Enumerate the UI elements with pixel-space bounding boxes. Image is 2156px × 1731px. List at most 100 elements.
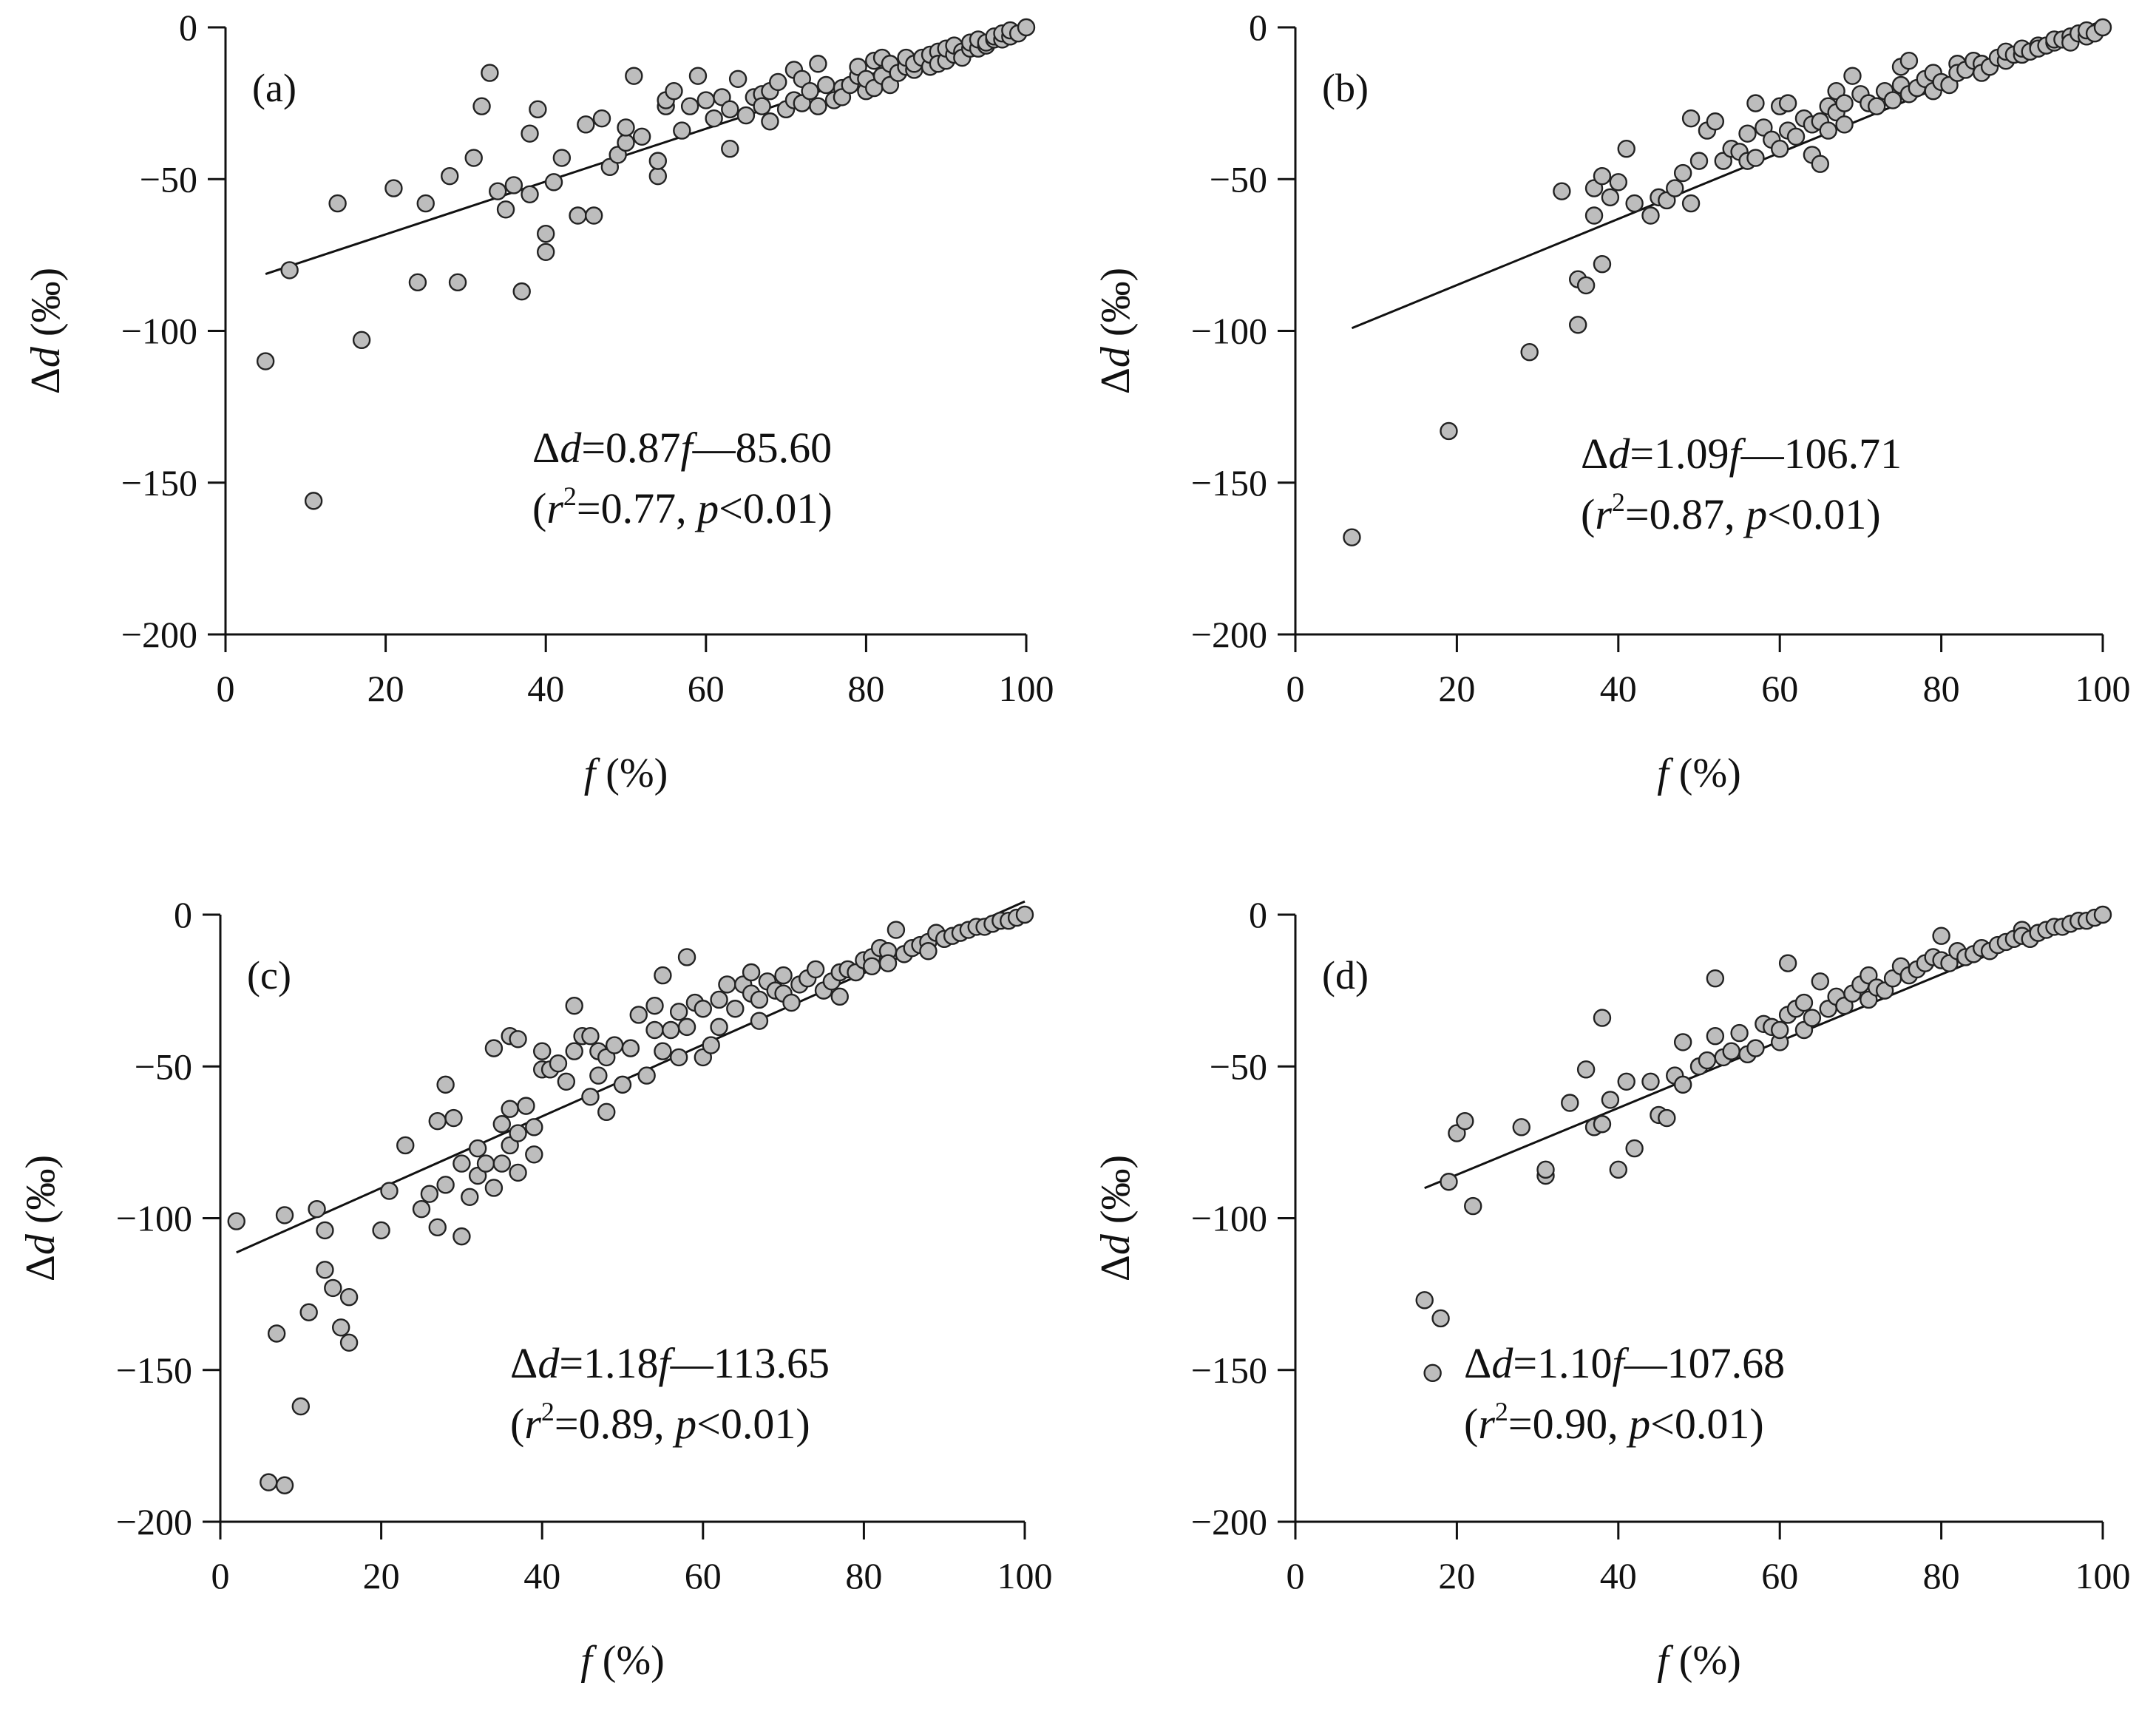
delta-symbol: Δ (1093, 367, 1139, 394)
y-tick-label: −100 (116, 1198, 192, 1239)
stats-r-sup: 2 (563, 481, 577, 511)
data-point (299, 1303, 318, 1321)
y-tick-label: 0 (1249, 7, 1267, 48)
data-point (645, 1020, 664, 1040)
data-point (441, 166, 459, 186)
data-point (504, 176, 523, 194)
stats-r-sup: 2 (541, 1397, 555, 1426)
data-point (549, 1054, 568, 1073)
data-point (1415, 1291, 1434, 1310)
y-tick-label: −200 (1191, 614, 1267, 655)
data-point (275, 1206, 294, 1224)
data-point (1641, 206, 1660, 225)
data-point (492, 1154, 511, 1173)
data-point (552, 149, 572, 167)
data-point (1464, 1196, 1482, 1216)
x-axis-space (592, 1638, 603, 1684)
y-axis-unit: (‰) (23, 268, 69, 336)
eq-rhs: —106.71 (1740, 430, 1902, 478)
data-point (637, 1066, 656, 1085)
y-tick-label: −200 (1191, 1501, 1267, 1542)
data-point (1730, 1023, 1749, 1043)
x-tick-label: 60 (1761, 1555, 1798, 1596)
eq-delta: Δ (1581, 430, 1608, 478)
y-axis-space (23, 336, 69, 347)
data-point (742, 963, 761, 982)
data-point (384, 179, 403, 197)
data-point (476, 1154, 495, 1173)
stats-space (687, 484, 698, 532)
data-point (577, 115, 595, 134)
stats-p-value: <0.01) (719, 484, 833, 532)
data-point (428, 1218, 447, 1237)
data-point (721, 139, 739, 158)
data-point (654, 1042, 672, 1060)
data-point (1835, 94, 1854, 112)
stats-p: p (1743, 490, 1767, 538)
y-tick-label: −150 (1191, 1349, 1267, 1391)
data-point (1899, 51, 1919, 70)
data-point (1343, 528, 1361, 546)
stats-open-paren: ( (532, 484, 546, 532)
data-point (863, 957, 881, 975)
stats-p: p (1626, 1400, 1650, 1448)
data-point (372, 1221, 390, 1240)
x-axis-unit: (%) (606, 751, 668, 796)
data-point (613, 1075, 632, 1094)
x-axis-title: f (%) (584, 751, 668, 796)
regression-stats: (r2=0.77, p<0.01) (532, 481, 833, 532)
x-tick-label: 0 (1287, 668, 1305, 709)
y-axis-unit: (‰) (1093, 1155, 1139, 1224)
data-point (339, 1288, 359, 1307)
data-point (280, 261, 299, 280)
eq-coef: =0.87 (581, 424, 680, 472)
data-point (1706, 969, 1725, 988)
eq-rhs: —85.60 (692, 424, 833, 472)
data-point (529, 100, 547, 119)
data-point (1625, 1139, 1644, 1158)
y-axis-symbol: d (1093, 346, 1139, 367)
y-tick-label: −50 (1210, 158, 1267, 200)
stats-open-paren: ( (1581, 490, 1595, 538)
data-point (1520, 343, 1539, 362)
stats-space (1618, 1400, 1630, 1448)
data-point (291, 1397, 310, 1416)
data-point (452, 1154, 471, 1173)
x-tick-label: 100 (997, 1555, 1053, 1596)
y-tick-label: −50 (135, 1046, 192, 1087)
data-point (878, 954, 898, 972)
y-tick-label: −100 (1191, 1198, 1267, 1239)
data-point (396, 1136, 415, 1155)
data-point (696, 91, 715, 109)
y-axis-space (1093, 336, 1139, 347)
data-point (1786, 127, 1806, 146)
data-point (332, 1318, 350, 1337)
data-point (1770, 139, 1789, 158)
data-point (1932, 927, 1950, 945)
x-tick-label: 20 (367, 668, 404, 709)
y-tick-label: −50 (1210, 1046, 1267, 1087)
data-point (617, 118, 635, 137)
data-point (1456, 1111, 1474, 1131)
eq-delta: Δ (532, 424, 560, 472)
y-axis-space (18, 1224, 64, 1234)
data-point (1673, 1075, 1692, 1094)
data-point (275, 1476, 294, 1494)
data-point (557, 1072, 576, 1091)
x-tick-label: 40 (523, 1555, 560, 1596)
data-point (1868, 97, 1886, 115)
data-point (726, 1000, 745, 1018)
data-point (1593, 254, 1612, 274)
data-point (521, 124, 539, 143)
data-point (544, 173, 563, 192)
data-point (1770, 1020, 1789, 1040)
data-point (705, 109, 723, 128)
data-point (1641, 1072, 1660, 1091)
y-axis-symbol: d (23, 346, 69, 367)
data-point (492, 1115, 511, 1134)
data-point (517, 1097, 535, 1115)
delta-symbol: Δ (23, 367, 69, 394)
